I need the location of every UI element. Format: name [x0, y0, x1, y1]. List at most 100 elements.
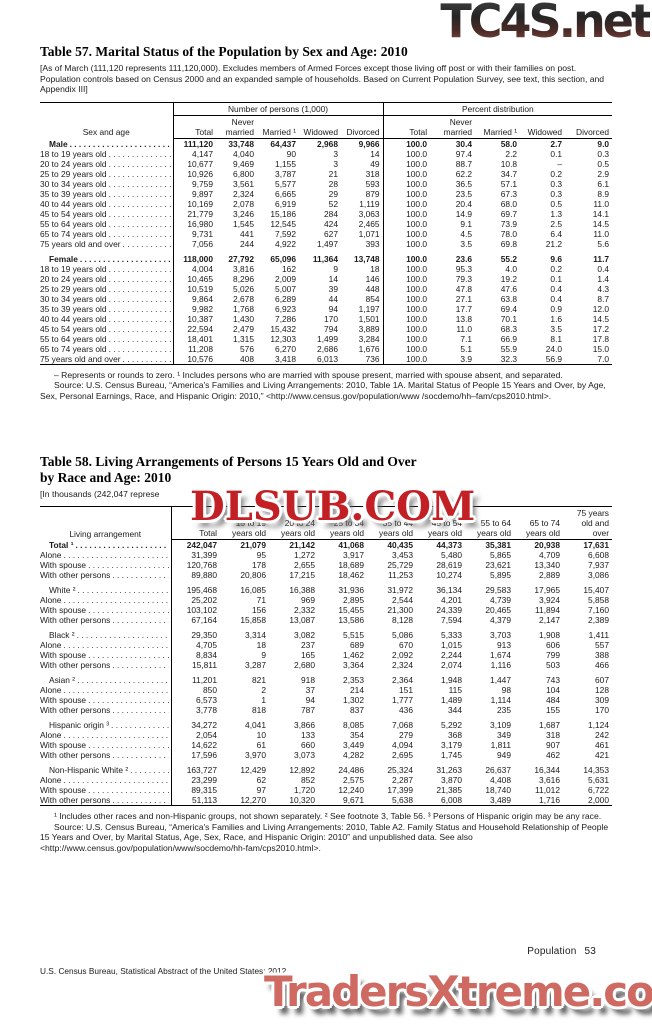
data-cell: 6,722 — [588, 785, 609, 796]
data-cell: 25,324 — [387, 765, 413, 776]
data-cell: 2,968 — [317, 138, 338, 149]
table-row: With spouse . . . . . . . . . . . . . . … — [40, 560, 612, 571]
data-cell: 0.2 — [550, 263, 563, 274]
row-label: Hispanic origin ³ . . . . . . . . . . . … — [40, 715, 172, 731]
table-row: White ² . . . . . . . . . . . . . . . . … — [40, 580, 612, 596]
data-cell: 95 — [256, 550, 266, 561]
data-cell: 3,917 — [343, 550, 364, 561]
data-cell: 47.6 — [500, 283, 518, 294]
data-cell: 279 — [399, 730, 413, 741]
table-row: 75 years old and over . . . . . . . . . … — [40, 353, 612, 365]
data-cell: 26,637 — [485, 765, 511, 776]
data-cell: 2,889 — [539, 570, 560, 581]
table57-group-header-persons: Number of persons (1,000) — [173, 102, 384, 116]
data-cell: 155 — [546, 705, 560, 716]
data-cell: 100.0 — [382, 333, 431, 344]
data-cell: 7,056 — [192, 238, 213, 249]
data-cell: 4,739 — [490, 595, 511, 606]
data-cell: 195,468 — [186, 585, 217, 596]
watermark-tc4s: TC4S.net — [440, 0, 652, 48]
data-cell: 3,246 — [233, 208, 254, 219]
data-cell: 100.0 — [382, 238, 431, 249]
data-cell: 1,948 — [441, 675, 462, 686]
table58: Living arrangement Total 15 to 19 years o… — [40, 506, 612, 807]
dot-leader: . . . . . . . . . . . . . . . . . . . . … — [108, 198, 171, 209]
data-cell: 3,889 — [358, 323, 380, 334]
data-cell: 10,677 — [187, 158, 213, 169]
data-cell: 11.0 — [593, 228, 610, 239]
data-cell: 17,215 — [289, 570, 315, 581]
data-cell: 100.0 — [382, 168, 431, 179]
data-cell: 0.2 — [550, 168, 563, 179]
data-cell: 3,364 — [343, 660, 364, 671]
data-cell: 461 — [595, 740, 609, 751]
data-cell: 5,631 — [588, 775, 609, 786]
data-cell: 0.3 — [550, 188, 563, 199]
data-cell: 4,147 — [192, 148, 213, 159]
data-cell: 4,379 — [490, 615, 511, 626]
data-cell: 13,087 — [289, 615, 315, 626]
data-cell: 24,486 — [338, 765, 364, 776]
dot-leader: . . . . . . . . . . . . . . . . . . . . … — [108, 168, 171, 179]
dot-leader: . . . . . . . . . . . . . . . . . . . . … — [112, 615, 168, 626]
data-cell: 7.1 — [460, 333, 473, 344]
data-cell: 65,096 — [270, 253, 296, 264]
data-cell: 949 — [497, 750, 511, 761]
data-cell: 25,729 — [387, 560, 413, 571]
data-cell: 29,583 — [485, 585, 511, 596]
table-row: 18 to 19 years old . . . . . . . . . . .… — [40, 263, 612, 274]
row-label: Non-Hispanic White ² . . . . . . . . . .… — [40, 760, 172, 776]
data-cell: 1,499 — [317, 333, 338, 344]
data-cell: 3,179 — [441, 740, 462, 751]
data-cell: 1.4 — [597, 273, 610, 284]
data-cell: 1,114 — [490, 695, 511, 706]
data-cell: 79.3 — [455, 273, 473, 284]
data-cell: 913 — [497, 640, 511, 651]
table-row: 35 to 39 years old . . . . . . . . . . .… — [40, 188, 612, 199]
data-cell: 6,289 — [275, 293, 296, 304]
page-section-label: Population — [527, 946, 577, 957]
data-cell: 18 — [370, 263, 380, 274]
data-cell: 2,389 — [588, 615, 609, 626]
table-row: Total ¹ . . . . . . . . . . . . . . . . … — [40, 539, 612, 551]
table58-body: Total ¹ . . . . . . . . . . . . . . . . … — [40, 539, 612, 806]
row-label: Alone . . . . . . . . . . . . . . . . . … — [40, 595, 172, 606]
data-cell: 1,071 — [358, 228, 380, 239]
dot-leader: . . . . . . . . . . . . . . . . . . . . … — [75, 539, 169, 550]
data-cell: 58.0 — [500, 138, 518, 149]
data-cell: 146 — [365, 273, 380, 284]
column-header: 25 to 34 years old — [318, 506, 367, 541]
data-cell: 17,631 — [583, 540, 609, 551]
row-label: 35 to 39 years old . . . . . . . . . . .… — [40, 303, 174, 314]
data-cell: 1,462 — [343, 650, 364, 661]
dot-leader: . . . . . . . . . . . . . . . . . . . . … — [63, 730, 169, 741]
data-cell: 3,866 — [294, 720, 315, 731]
table-row: 25 to 29 years old . . . . . . . . . . .… — [40, 168, 612, 179]
data-cell: 10,926 — [187, 168, 213, 179]
data-cell: 408 — [240, 353, 254, 364]
data-cell: 15,186 — [270, 208, 296, 219]
data-cell: 57.1 — [500, 178, 518, 189]
data-cell: 1,501 — [358, 313, 380, 324]
table-row: Female . . . . . . . . . . . . . . . . .… — [40, 248, 612, 264]
data-cell: 3,073 — [294, 750, 315, 761]
dot-leader: . . . . . . . . . . . . . . . . . . . . … — [108, 218, 171, 229]
data-cell: 9,731 — [192, 228, 213, 239]
data-cell: 95.3 — [455, 263, 473, 274]
data-cell: 3,453 — [392, 550, 413, 561]
data-cell: 14.9 — [455, 208, 473, 219]
data-cell: 28,619 — [436, 560, 462, 571]
data-cell: 8,834 — [196, 650, 217, 661]
data-cell: 69.4 — [500, 303, 518, 314]
data-cell: 5,480 — [441, 550, 462, 561]
row-label: 45 to 54 years old . . . . . . . . . . .… — [40, 208, 174, 219]
data-cell: 4,922 — [275, 238, 296, 249]
dot-leader: . . . . . . . . . . . . . . . . . . . . … — [112, 570, 168, 581]
column-header: Divorced — [341, 115, 384, 139]
data-cell: 1,687 — [539, 720, 560, 731]
data-cell: 5,292 — [441, 720, 462, 731]
data-cell: 14,622 — [191, 740, 217, 751]
row-label: 45 to 54 years old . . . . . . . . . . .… — [40, 323, 174, 334]
data-cell: 1,447 — [490, 675, 511, 686]
table-row: 20 to 24 years old . . . . . . . . . . .… — [40, 273, 612, 284]
